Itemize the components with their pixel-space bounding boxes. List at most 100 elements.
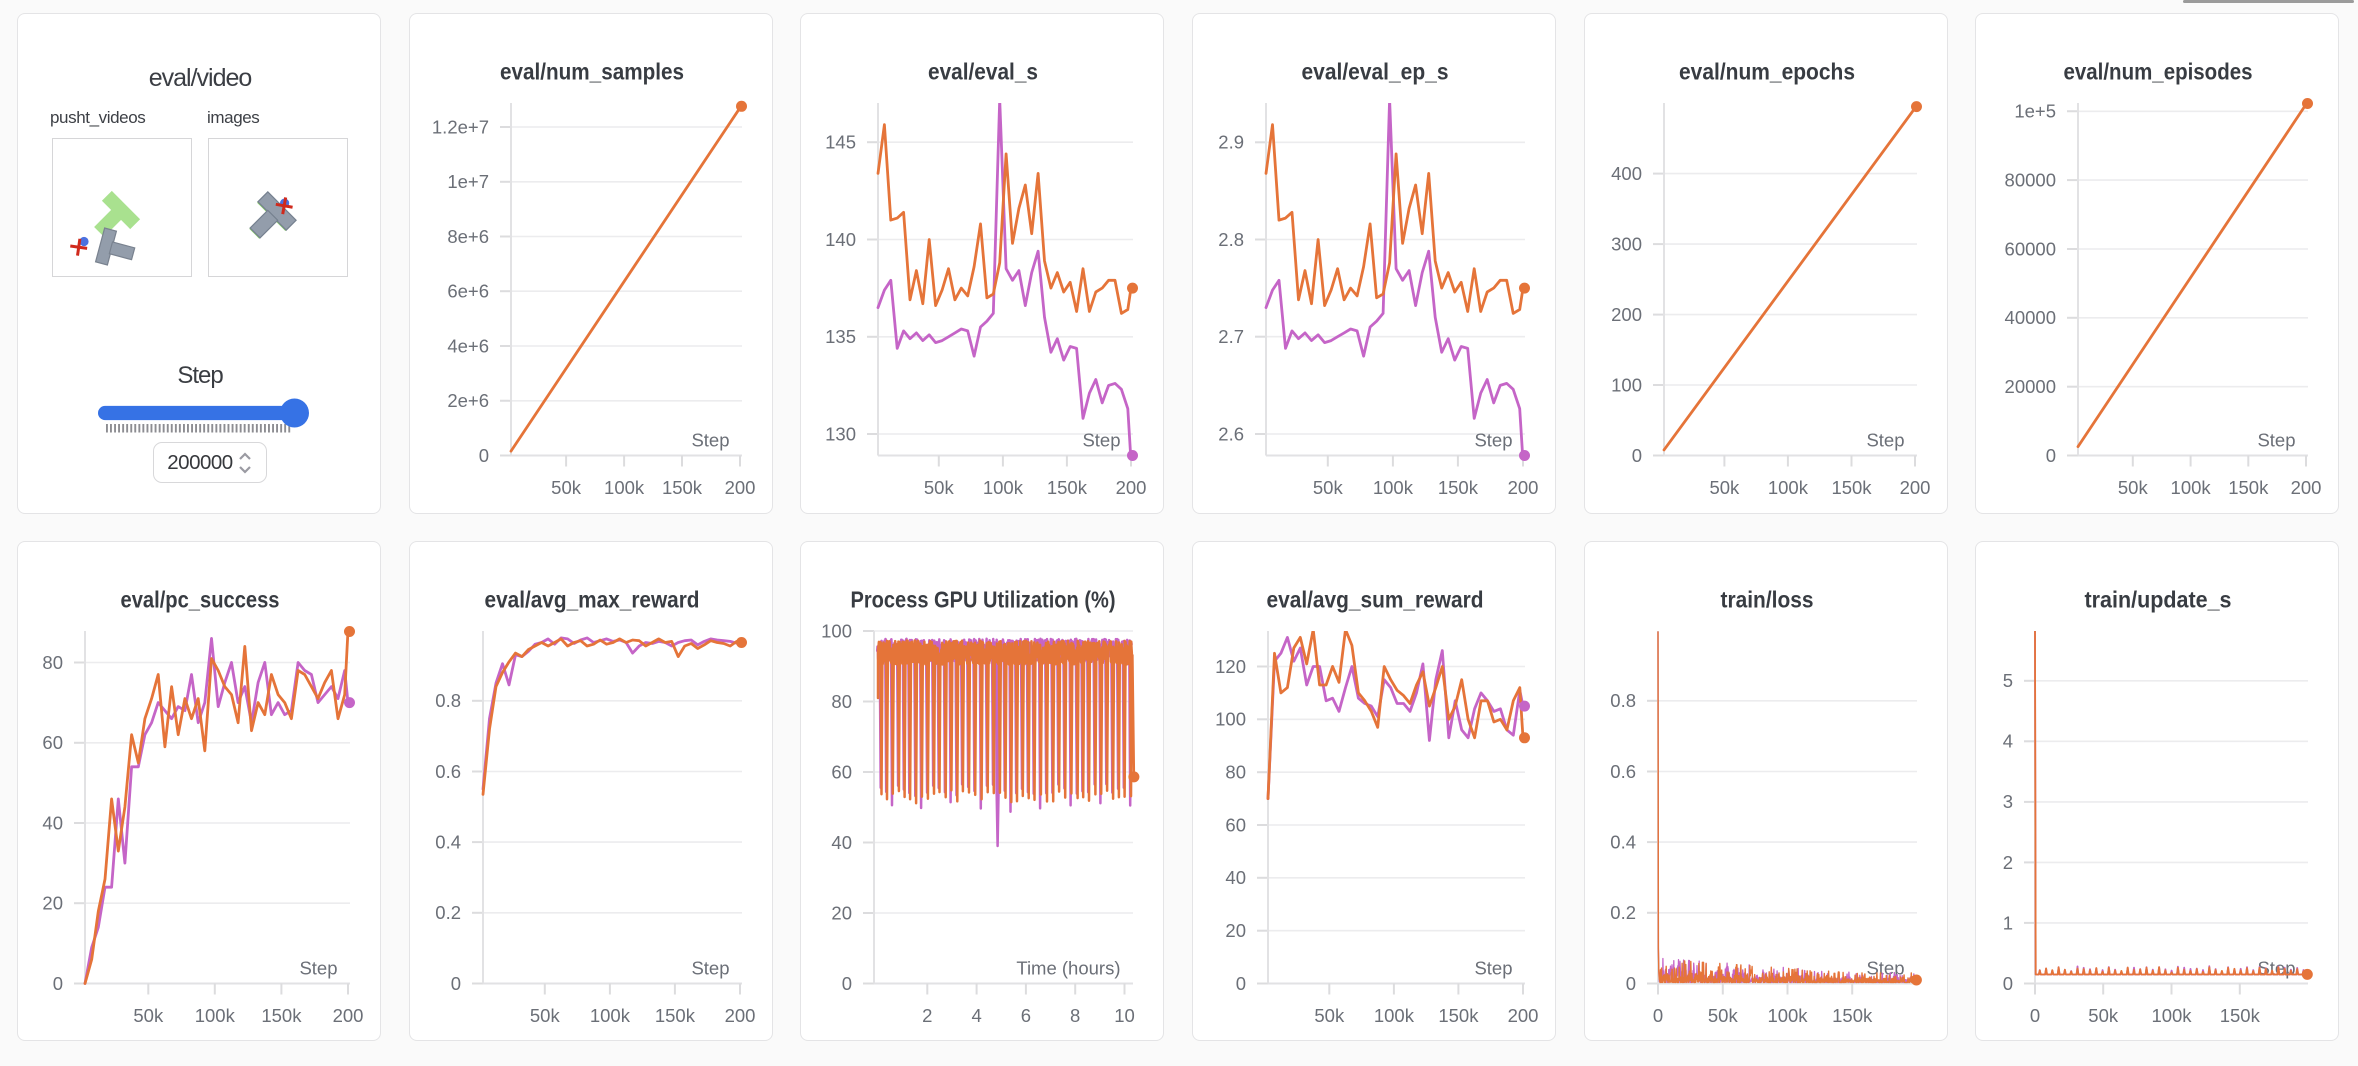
svg-text:150k: 150k xyxy=(1438,1005,1479,1026)
svg-text:150k: 150k xyxy=(662,477,703,498)
svg-text:Step: Step xyxy=(299,958,337,979)
svg-text:100k: 100k xyxy=(1373,477,1414,498)
svg-text:200: 200 xyxy=(1116,477,1147,498)
svg-text:0.6: 0.6 xyxy=(1610,761,1636,782)
svg-text:4: 4 xyxy=(972,1005,982,1026)
svg-text:60: 60 xyxy=(1225,814,1246,835)
svg-text:eval/eval_s: eval/eval_s xyxy=(928,59,1038,85)
svg-text:100: 100 xyxy=(1611,374,1642,395)
svg-text:Step: Step xyxy=(691,958,729,979)
svg-text:100: 100 xyxy=(1215,709,1246,730)
svg-text:Step: Step xyxy=(1474,958,1512,979)
svg-text:50k: 50k xyxy=(2118,477,2149,498)
svg-text:2.7: 2.7 xyxy=(1218,326,1244,347)
svg-text:2.9: 2.9 xyxy=(1218,132,1244,153)
svg-text:0: 0 xyxy=(478,445,488,466)
svg-text:50k: 50k xyxy=(133,1005,164,1026)
svg-text:60000: 60000 xyxy=(2005,238,2056,259)
svg-text:2: 2 xyxy=(922,1005,932,1026)
svg-text:150k: 150k xyxy=(1832,1005,1873,1026)
svg-text:0: 0 xyxy=(450,973,460,994)
svg-text:Step: Step xyxy=(1866,958,1904,979)
svg-text:2e+6: 2e+6 xyxy=(447,390,489,411)
svg-text:150k: 150k xyxy=(261,1005,302,1026)
svg-text:eval/avg_max_reward: eval/avg_max_reward xyxy=(484,587,699,613)
svg-text:150k: 150k xyxy=(655,1005,696,1026)
svg-text:135: 135 xyxy=(825,326,856,347)
svg-text:200: 200 xyxy=(1899,477,1930,498)
svg-text:0.8: 0.8 xyxy=(1610,690,1636,711)
svg-text:50k: 50k xyxy=(2089,1005,2120,1026)
svg-text:150k: 150k xyxy=(1047,477,1088,498)
svg-text:150k: 150k xyxy=(2220,1005,2261,1026)
svg-text:40000: 40000 xyxy=(2005,307,2056,328)
svg-text:100k: 100k xyxy=(1767,1005,1808,1026)
svg-text:130: 130 xyxy=(825,423,856,444)
svg-text:eval/avg_sum_reward: eval/avg_sum_reward xyxy=(1267,587,1484,613)
svg-text:5: 5 xyxy=(2003,670,2013,691)
svg-text:100k: 100k xyxy=(983,477,1024,498)
svg-text:Step: Step xyxy=(1866,430,1904,451)
svg-text:Step: Step xyxy=(2258,430,2296,451)
svg-text:60: 60 xyxy=(42,732,63,753)
svg-text:60: 60 xyxy=(832,761,853,782)
svg-text:Step: Step xyxy=(691,430,729,451)
svg-text:6: 6 xyxy=(1021,1005,1031,1026)
svg-text:8e+6: 8e+6 xyxy=(447,226,489,247)
svg-text:0: 0 xyxy=(2003,973,2013,994)
svg-text:100k: 100k xyxy=(590,1005,631,1026)
svg-text:200: 200 xyxy=(724,1005,755,1026)
svg-text:145: 145 xyxy=(825,132,856,153)
svg-text:200: 200 xyxy=(1508,1005,1539,1026)
svg-text:100k: 100k xyxy=(1374,1005,1415,1026)
svg-text:4: 4 xyxy=(2003,731,2013,752)
svg-text:50k: 50k xyxy=(1313,477,1344,498)
svg-text:150k: 150k xyxy=(1438,477,1479,498)
svg-text:200: 200 xyxy=(1611,304,1642,325)
svg-text:140: 140 xyxy=(825,229,856,250)
svg-text:eval/eval_ep_s: eval/eval_ep_s xyxy=(1302,59,1449,85)
svg-text:Step: Step xyxy=(1474,430,1512,451)
svg-text:50k: 50k xyxy=(924,477,955,498)
svg-text:0: 0 xyxy=(1236,973,1246,994)
svg-text:4e+6: 4e+6 xyxy=(447,335,489,356)
svg-text:100: 100 xyxy=(821,620,852,641)
svg-text:Step: Step xyxy=(1083,430,1121,451)
svg-text:0.2: 0.2 xyxy=(1610,902,1636,923)
svg-text:150k: 150k xyxy=(2229,477,2270,498)
svg-text:200: 200 xyxy=(1508,477,1539,498)
svg-text:0.2: 0.2 xyxy=(435,902,461,923)
svg-text:200: 200 xyxy=(333,1005,364,1026)
svg-text:100k: 100k xyxy=(2171,477,2212,498)
svg-text:2.8: 2.8 xyxy=(1218,229,1244,250)
svg-text:80: 80 xyxy=(1225,762,1246,783)
svg-text:20: 20 xyxy=(832,902,853,923)
svg-text:0.8: 0.8 xyxy=(435,690,461,711)
svg-text:20: 20 xyxy=(42,893,63,914)
svg-text:eval/num_samples: eval/num_samples xyxy=(500,59,684,85)
svg-text:0.4: 0.4 xyxy=(1610,832,1636,853)
svg-text:1.2e+7: 1.2e+7 xyxy=(432,116,489,137)
svg-text:50k: 50k xyxy=(1708,1005,1739,1026)
svg-text:150k: 150k xyxy=(1831,477,1872,498)
svg-text:20: 20 xyxy=(1225,920,1246,941)
svg-text:0.6: 0.6 xyxy=(435,761,461,782)
svg-text:20000: 20000 xyxy=(2005,376,2056,397)
svg-text:50k: 50k xyxy=(1314,1005,1345,1026)
svg-text:eval/num_episodes: eval/num_episodes xyxy=(2064,59,2253,85)
svg-text:80000: 80000 xyxy=(2005,170,2056,191)
svg-text:8: 8 xyxy=(1070,1005,1080,1026)
svg-text:0: 0 xyxy=(842,973,852,994)
svg-text:Time (hours): Time (hours) xyxy=(1017,958,1121,979)
svg-text:0.4: 0.4 xyxy=(435,832,461,853)
svg-text:100k: 100k xyxy=(2152,1005,2193,1026)
svg-text:Process GPU Utilization (%): Process GPU Utilization (%) xyxy=(851,587,1116,613)
svg-text:3: 3 xyxy=(2003,791,2013,812)
svg-text:6e+6: 6e+6 xyxy=(447,281,489,302)
svg-text:40: 40 xyxy=(1225,867,1246,888)
svg-text:80: 80 xyxy=(42,652,63,673)
svg-text:100k: 100k xyxy=(604,477,645,498)
svg-text:400: 400 xyxy=(1611,163,1642,184)
svg-text:50k: 50k xyxy=(551,477,582,498)
svg-text:0: 0 xyxy=(2030,1005,2040,1026)
